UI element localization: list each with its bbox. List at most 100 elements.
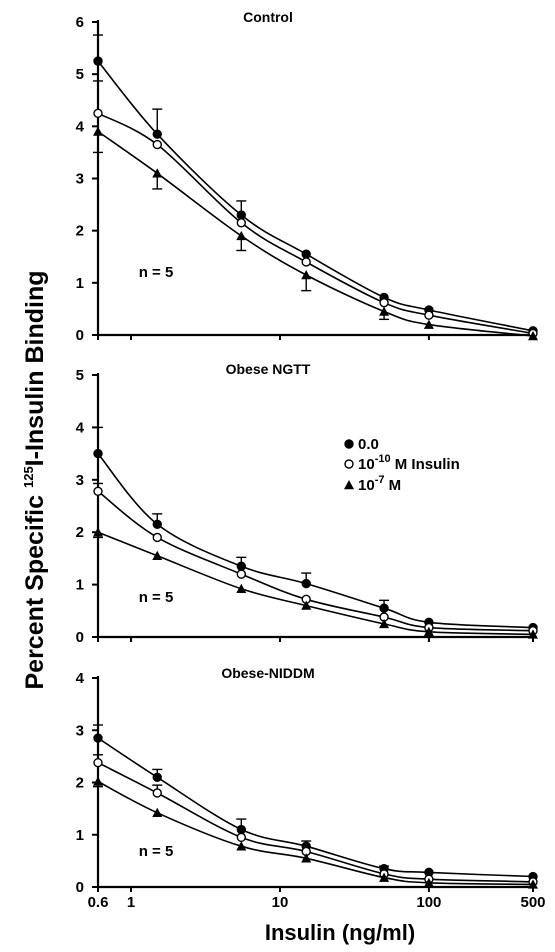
data-point — [301, 270, 312, 280]
legend-entry: 10-10 M Insulin — [344, 453, 460, 473]
series-filled-circle — [93, 724, 538, 882]
panel-1: 0 1 2 3 4 5 6 Control n = 5 — [76, 9, 538, 344]
data-point — [301, 257, 311, 267]
legend-marker — [344, 480, 354, 490]
legend-label: 0.0 — [358, 436, 379, 453]
data-point — [236, 569, 247, 579]
n-label: n = 5 — [139, 843, 174, 860]
data-point — [93, 108, 103, 118]
x-tick-label: 10 — [272, 894, 289, 911]
data-point — [152, 788, 162, 798]
x-tick-label: 100 — [416, 894, 441, 911]
legend-entry: 0.0 — [344, 436, 379, 453]
data-point — [301, 600, 312, 610]
y-tick-label: 2 — [76, 775, 84, 792]
panel-2: 0 1 2 3 4 5 Obese NGTT n = 5 — [76, 361, 538, 646]
data-point — [424, 310, 434, 320]
legend-marker — [344, 459, 354, 469]
y-tick-label: 4 — [76, 118, 85, 135]
data-point — [379, 297, 389, 308]
data-point — [152, 807, 163, 818]
y-tick-label: 1 — [76, 577, 84, 594]
y-tick-label: 2 — [76, 524, 84, 541]
series-filled-triangle — [93, 527, 538, 639]
y-tick-label: 4 — [76, 670, 85, 687]
series-open-circle — [93, 482, 538, 636]
data-point — [236, 218, 247, 228]
y-tick-label: 1 — [76, 275, 84, 292]
n-label: n = 5 — [139, 589, 174, 606]
data-point — [301, 853, 312, 863]
series-filled-triangle — [93, 776, 538, 889]
series-line — [97, 531, 534, 636]
data-point — [152, 168, 163, 178]
x-tick-label: 0.6 — [88, 894, 109, 911]
y-tick-label: 3 — [76, 171, 84, 188]
series-open-circle — [93, 754, 538, 887]
data-point — [236, 583, 247, 594]
data-point — [301, 249, 311, 259]
data-point — [301, 578, 311, 589]
series-line — [97, 60, 534, 332]
y-tick-label: 0 — [76, 629, 84, 646]
data-point — [93, 486, 103, 497]
series-open-circle — [93, 80, 538, 339]
data-point — [93, 448, 103, 459]
y-tick-label: 3 — [76, 722, 84, 739]
y-axis-label: Percent Specific 125I-Insulin Binding — [21, 271, 49, 690]
y-tick-label: 3 — [76, 472, 84, 489]
data-point — [93, 527, 103, 537]
y-tick-label: 0 — [76, 879, 84, 896]
x-tick-label: 500 — [520, 894, 545, 911]
data-point — [379, 603, 389, 613]
data-point — [93, 56, 103, 66]
data-point — [152, 532, 162, 543]
data-point — [379, 618, 390, 629]
y-tick-label: 5 — [76, 66, 84, 83]
data-point — [423, 319, 434, 329]
panel-title: Obese NGTT — [226, 361, 311, 377]
series-filled-triangle — [93, 126, 538, 341]
data-point — [152, 772, 162, 782]
y-tick-label: 1 — [76, 827, 84, 844]
data-point — [528, 331, 538, 341]
data-point — [236, 841, 247, 851]
y-tick-label: 6 — [76, 14, 84, 31]
series-filled-circle — [93, 426, 538, 633]
data-point — [236, 561, 247, 571]
data-point — [528, 629, 538, 639]
data-point — [152, 550, 163, 561]
y-tick-label: 0 — [76, 327, 84, 344]
data-point — [152, 129, 162, 139]
panel-3: 0 1 2 3 4 Obese-NIDDM n = 5 — [76, 665, 538, 896]
x-tick-labels: 0.6 1 10 100 500 — [88, 894, 546, 911]
legend-label: 10-7 M — [358, 474, 401, 494]
y-axis-label-prefix: Percent Specific — [21, 488, 49, 689]
data-point — [152, 519, 162, 530]
panel-title: Control — [243, 9, 293, 25]
y-tick-label: 4 — [76, 419, 85, 436]
series-line — [97, 112, 534, 335]
data-point — [528, 879, 538, 889]
data-point — [379, 872, 390, 882]
legend-entry: 10-7 M — [344, 474, 401, 494]
legend-label: 10-10 M Insulin — [358, 453, 460, 473]
y-tick-label: 5 — [76, 367, 84, 384]
data-point — [423, 626, 434, 637]
data-point — [93, 757, 103, 768]
panels: 0 1 2 3 4 5 6 Control n = 5 0 1 2 3 4 5 Obese NGTT n = 5… — [76, 9, 546, 911]
legend-marker — [344, 439, 354, 449]
data-point — [236, 210, 247, 220]
data-point — [93, 776, 103, 786]
series-line — [97, 130, 534, 337]
data-point — [93, 733, 103, 743]
y-tick-label: 2 — [76, 223, 84, 240]
series-line — [97, 490, 534, 632]
data-point — [152, 139, 162, 150]
data-point — [236, 824, 247, 835]
data-point — [423, 877, 434, 888]
y-axis-label-superscript: 125 — [21, 466, 36, 488]
